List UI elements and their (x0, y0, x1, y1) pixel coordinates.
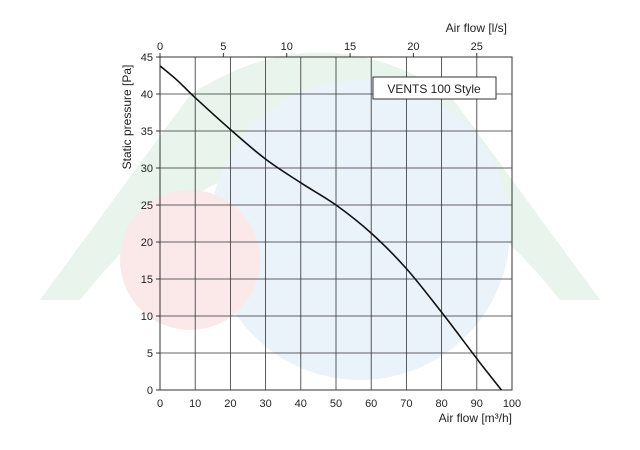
y-tick-label: 20 (141, 237, 153, 249)
x-tick-label: 80 (435, 398, 447, 410)
x-tick-label: 60 (365, 398, 377, 410)
x2-tick-label: 5 (220, 41, 226, 53)
y-axis-title: Static pressure [Pa] (120, 65, 134, 170)
y-axis-ticks: 0 5 10 15 20 25 30 35 40 45 (141, 52, 160, 397)
legend-label: VENTS 100 Style (387, 82, 481, 96)
y-tick-label: 45 (141, 52, 153, 64)
y-tick-label: 35 (141, 126, 153, 138)
x-axis-title: Air flow [m³/h] (439, 411, 512, 425)
x2-tick-label: 20 (407, 41, 419, 53)
x-tick-label: 10 (189, 398, 201, 410)
y-tick-label: 10 (141, 311, 153, 323)
watermark-red-circle (120, 190, 260, 330)
series-line (159, 65, 503, 391)
x-tick-label: 100 (503, 398, 521, 410)
y-tick-label: 5 (147, 348, 153, 360)
x2-tick-label: 0 (157, 41, 163, 53)
plot-frame (159, 56, 513, 391)
x-tick-label: 50 (330, 398, 342, 410)
x2-axis-ticks: 0 5 10 15 20 25 (157, 41, 483, 57)
x2-tick-label: 15 (344, 41, 356, 53)
x-tick-label: 0 (157, 398, 163, 410)
x-tick-label: 30 (259, 398, 271, 410)
legend-box (372, 76, 497, 100)
y-tick-label: 30 (141, 163, 153, 175)
x-tick-label: 40 (295, 398, 307, 410)
x2-tick-label: 10 (281, 41, 293, 53)
x-tick-label: 20 (224, 398, 236, 410)
y-tick-label: 15 (141, 274, 153, 286)
legend: VENTS 100 Style (372, 76, 497, 100)
y-tick-label: 40 (141, 89, 153, 101)
y-tick-label: 0 (147, 385, 153, 397)
x-tick-label: 90 (471, 398, 483, 410)
x2-axis-title: Air flow [l/s] (446, 21, 507, 35)
x-axis-ticks: 0 10 20 30 40 50 60 70 80 90 100 (157, 398, 521, 410)
x-tick-label: 70 (400, 398, 412, 410)
watermark-blue-circle (210, 80, 510, 380)
y-tick-label: 25 (141, 200, 153, 212)
watermark-green-shape (40, 52, 600, 300)
x2-tick-label: 25 (471, 41, 483, 53)
